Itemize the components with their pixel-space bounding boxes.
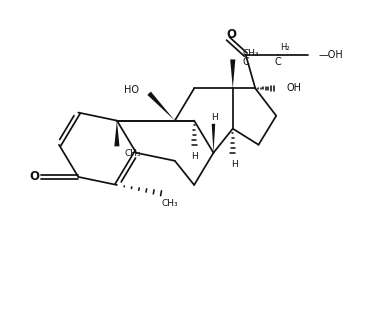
Text: CH₃: CH₃ xyxy=(162,199,178,208)
Polygon shape xyxy=(114,121,120,146)
Text: H: H xyxy=(231,160,238,169)
Polygon shape xyxy=(212,124,215,153)
Text: C: C xyxy=(275,57,281,67)
Text: C: C xyxy=(242,57,249,67)
Polygon shape xyxy=(147,92,175,121)
Text: H₂: H₂ xyxy=(280,43,290,52)
Text: —OH: —OH xyxy=(318,50,343,60)
Text: H: H xyxy=(211,113,218,122)
Text: CH₃: CH₃ xyxy=(125,149,142,158)
Text: H: H xyxy=(191,152,197,161)
Text: O: O xyxy=(226,28,236,41)
Polygon shape xyxy=(230,60,235,88)
Text: O: O xyxy=(30,170,40,183)
Text: CH₃: CH₃ xyxy=(242,49,259,58)
Text: OH: OH xyxy=(286,83,301,93)
Text: HO: HO xyxy=(124,85,139,95)
